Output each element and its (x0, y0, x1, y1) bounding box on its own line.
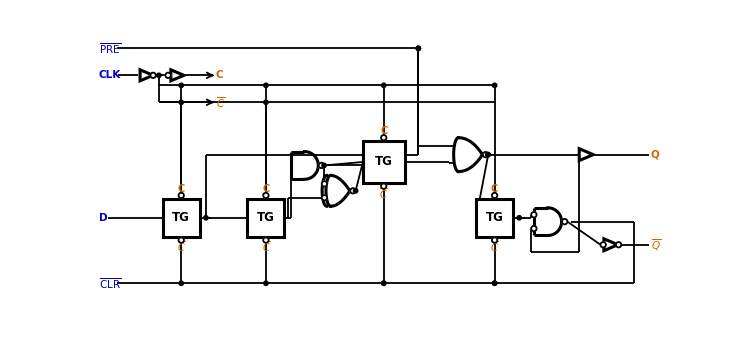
Text: C: C (380, 126, 387, 136)
Circle shape (179, 237, 184, 243)
Circle shape (492, 193, 498, 198)
Circle shape (264, 83, 268, 87)
Bar (247, 199, 285, 237)
Circle shape (381, 135, 387, 140)
Circle shape (179, 281, 183, 285)
Circle shape (263, 237, 269, 243)
Circle shape (492, 281, 497, 285)
Bar (363, 141, 405, 183)
Circle shape (165, 73, 171, 78)
Text: $\overline{\mathsf{PRE}}$: $\overline{\mathsf{PRE}}$ (99, 41, 121, 56)
Circle shape (179, 100, 183, 104)
Circle shape (381, 281, 386, 285)
Circle shape (322, 195, 327, 200)
Circle shape (531, 212, 536, 217)
Text: TG: TG (172, 211, 190, 224)
Circle shape (319, 163, 324, 168)
Text: $\overline{C}$: $\overline{C}$ (490, 240, 499, 255)
Circle shape (492, 237, 498, 243)
Circle shape (381, 281, 386, 285)
Bar (476, 199, 513, 237)
Polygon shape (140, 70, 153, 81)
Text: C: C (491, 183, 498, 194)
Text: C: C (216, 70, 224, 80)
Circle shape (616, 242, 621, 247)
Circle shape (322, 181, 327, 186)
Text: $\overline{C}$: $\overline{C}$ (261, 240, 270, 255)
Text: $\overline{\mathsf{CLR}}$: $\overline{\mathsf{CLR}}$ (99, 276, 121, 291)
Polygon shape (580, 149, 593, 161)
Circle shape (203, 216, 208, 220)
Text: $\overline{C}$: $\overline{C}$ (177, 240, 186, 255)
Text: TG: TG (486, 211, 504, 224)
Text: C: C (262, 183, 270, 194)
Text: $\overline{C}$: $\overline{C}$ (216, 95, 225, 109)
Text: TG: TG (375, 156, 393, 168)
Circle shape (381, 183, 387, 189)
Circle shape (264, 281, 268, 285)
Text: TG: TG (257, 211, 275, 224)
Text: Q: Q (651, 149, 659, 160)
Circle shape (350, 188, 355, 194)
Circle shape (416, 46, 420, 51)
Circle shape (353, 189, 358, 193)
Circle shape (486, 153, 490, 157)
Circle shape (531, 226, 536, 231)
Text: CLK: CLK (99, 70, 121, 80)
Text: $\overline{C}$: $\overline{C}$ (379, 186, 388, 201)
Circle shape (156, 73, 161, 78)
Circle shape (562, 219, 568, 224)
Circle shape (486, 153, 490, 157)
Circle shape (517, 216, 522, 220)
Text: C: C (177, 183, 185, 194)
Circle shape (600, 242, 606, 247)
Circle shape (179, 83, 183, 87)
Circle shape (381, 83, 386, 87)
Circle shape (150, 73, 156, 78)
Circle shape (483, 152, 488, 157)
Circle shape (492, 83, 497, 87)
Circle shape (416, 46, 420, 51)
Bar (162, 199, 200, 237)
Circle shape (264, 100, 268, 104)
Circle shape (179, 193, 184, 198)
Text: $\overline{Q}$: $\overline{Q}$ (651, 237, 661, 253)
Circle shape (322, 163, 326, 167)
Circle shape (263, 193, 269, 198)
Text: D: D (99, 213, 107, 223)
Circle shape (492, 281, 497, 285)
Polygon shape (171, 70, 184, 81)
Polygon shape (604, 239, 618, 251)
